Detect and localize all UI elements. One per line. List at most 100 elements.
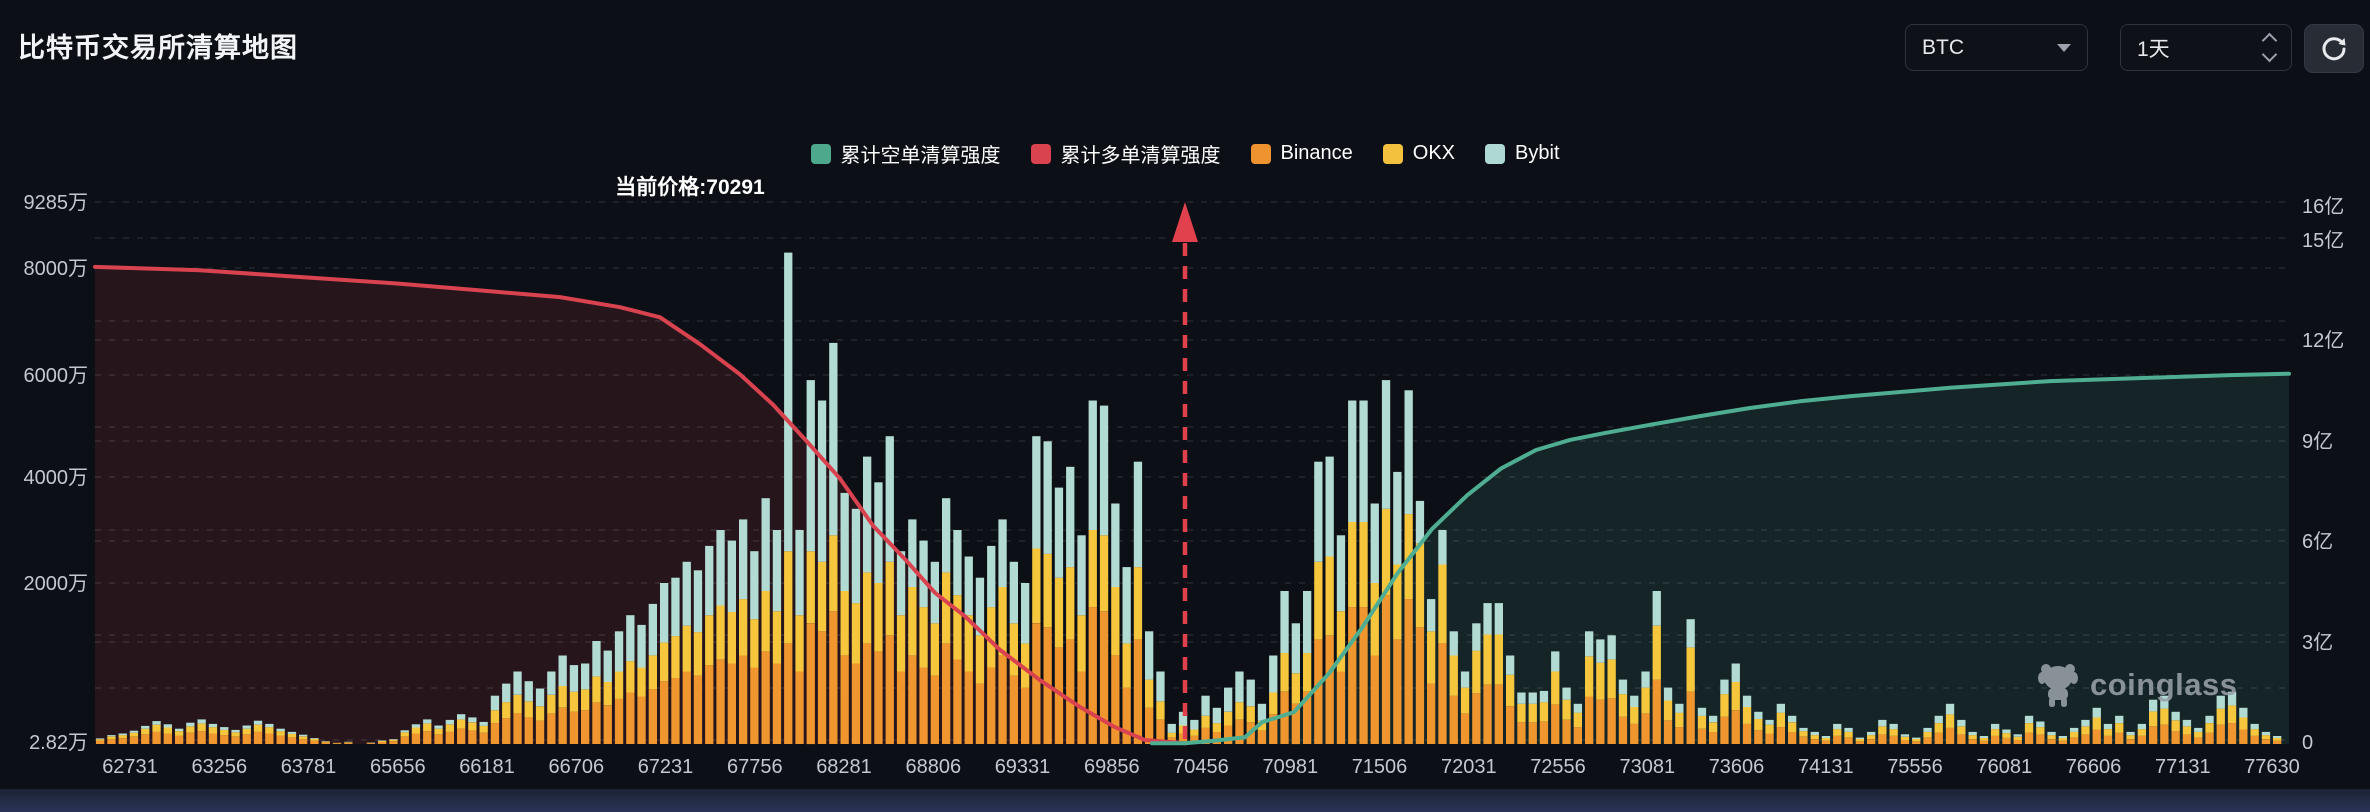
bar-segment-bybit [2216, 695, 2225, 709]
bar-segment-okx [1551, 671, 1560, 705]
bar-segment-binance [310, 740, 319, 744]
bar-segment-bybit [1754, 711, 1763, 719]
bar-segment-binance [1483, 684, 1492, 744]
bar-segment-binance [919, 667, 928, 744]
bar-segment-bybit [2205, 715, 2214, 723]
bar-segment-bybit [208, 723, 218, 728]
bar-segment-okx [445, 724, 454, 732]
bar-segment-bybit [1415, 500, 1425, 544]
bar-segment-bybit [1979, 736, 1989, 738]
bar-segment-okx [2182, 726, 2192, 735]
x-axis-label: 69856 [1084, 756, 1140, 778]
bar-segment-bybit [671, 577, 680, 637]
legend-label: Binance [1280, 142, 1353, 164]
bar-segment-bybit [1325, 456, 1334, 557]
bar-segment-okx [490, 710, 500, 724]
bar-segment-binance [378, 742, 387, 744]
bar-segment-okx [1506, 674, 1515, 707]
current-price-annotation: 当前价格:70291 [615, 176, 765, 199]
bar-segment-bybit [1212, 707, 1221, 724]
interval-select[interactable]: 1天 [2120, 24, 2292, 71]
bar-segment-okx [1257, 720, 1267, 731]
bar-segment-bybit [1122, 567, 1131, 644]
bar-segment-binance [1551, 704, 1560, 744]
bar-segment-bybit [1303, 591, 1312, 653]
bar-segment-binance [220, 735, 229, 744]
bar-segment-binance [1348, 607, 1357, 744]
left-axis-label: 2.82万 [29, 732, 88, 754]
right-axis-label: 9亿 [2302, 430, 2333, 453]
bar-segment-bybit [1517, 692, 1526, 704]
bar-segment-okx [1133, 567, 1143, 640]
bar-segment-bybit [1991, 723, 2000, 730]
bar-segment-binance [231, 736, 240, 744]
bar-segment-bybit [457, 714, 466, 720]
legend-item-okx[interactable]: OKX [1382, 142, 1455, 165]
bar-segment-bybit [2182, 719, 2192, 727]
bar-segment-binance [411, 733, 421, 744]
bar-segment-binance [299, 739, 308, 744]
legend-item-binance[interactable]: Binance [1250, 142, 1353, 165]
bar-segment-okx [1122, 643, 1131, 688]
bar-segment-okx [152, 724, 161, 732]
bar-segment-okx [2013, 736, 2022, 740]
bar-segment-binance [2239, 729, 2248, 744]
right-axis-label: 12亿 [2302, 329, 2344, 352]
x-axis-label: 77131 [2155, 756, 2211, 778]
bar-segment-bybit [490, 695, 500, 711]
bar-segment-binance [1709, 731, 1718, 744]
bar-segment-okx [1562, 699, 1571, 720]
bar-segment-binance [2160, 724, 2169, 744]
bar-segment-bybit [1957, 719, 1966, 727]
bar-segment-okx [637, 667, 646, 697]
bar-segment-binance [829, 611, 838, 744]
bar-segment-binance [118, 738, 127, 744]
bar-segment-okx [1675, 712, 1684, 728]
bar-segment-okx [208, 727, 218, 734]
bar-segment-bybit [1472, 623, 1481, 651]
bar-segment-bybit [1833, 723, 1842, 730]
symbol-select[interactable]: BTC [1905, 24, 2088, 71]
bar-segment-okx [1731, 682, 1740, 711]
bar-segment-bybit [817, 400, 827, 562]
bar-segment-bybit [310, 738, 319, 739]
bar-segment-binance [1867, 739, 1876, 744]
bar-segment-okx [141, 728, 150, 735]
bar-segment-binance [1460, 713, 1470, 744]
bar-segment-bybit [2250, 723, 2259, 730]
refresh-button[interactable] [2304, 24, 2364, 73]
bar-segment-bybit [614, 631, 624, 672]
bar-segment-binance [1336, 671, 1346, 744]
bar-segment-bybit [129, 730, 139, 733]
bar-segment-binance [400, 736, 409, 744]
legend-item-cumulative-short[interactable]: 累计空单清算强度 [810, 139, 1001, 168]
bar-segment-bybit [1697, 707, 1707, 716]
bar-segment-binance [1957, 734, 1966, 744]
bar-segment-okx [468, 722, 477, 731]
bar-segment-bybit [1077, 535, 1086, 616]
bar-segment-okx [953, 595, 962, 660]
legend-item-bybit[interactable]: Bybit [1485, 142, 1560, 165]
bar-segment-binance [1754, 730, 1763, 744]
bar-segment-binance [423, 731, 432, 744]
bar-segment-okx [1438, 564, 1447, 644]
bottom-scroll-band[interactable] [0, 789, 2370, 812]
bar-segment-okx [1054, 577, 1064, 648]
bar-segment-binance [693, 675, 703, 744]
bar-segment-okx [1483, 634, 1492, 685]
bar-segment-bybit [761, 498, 770, 591]
bar-segment-binance [1945, 727, 1955, 744]
bar-segment-bybit [942, 498, 951, 573]
bar-segment-bybit [1506, 655, 1515, 675]
legend-item-cumulative-long[interactable]: 累计多单清算强度 [1030, 139, 1221, 168]
bar-segment-binance [287, 737, 297, 744]
bar-segment-okx [1336, 611, 1346, 672]
bar-segment-okx [253, 724, 263, 732]
bar-segment-binance [1111, 655, 1120, 744]
bar-segment-binance [750, 667, 759, 744]
symbol-select-value: BTC [1922, 35, 1964, 59]
bar-segment-binance [772, 663, 782, 744]
bar-segment-binance [1506, 706, 1515, 744]
bar-segment-okx [1844, 731, 1853, 738]
